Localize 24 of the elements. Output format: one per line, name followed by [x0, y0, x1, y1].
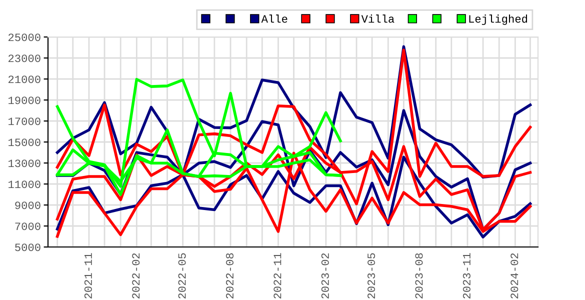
- y-tick-label: 11000: [8, 180, 40, 188]
- legend-label: Lejlighed: [469, 14, 528, 25]
- x-tick-label: 2021-11: [84, 253, 92, 298]
- x-tick-label: 2023-08: [415, 253, 423, 298]
- x-tick-label: 2022-08: [226, 253, 234, 298]
- x-tick-label: 2023-11: [462, 253, 470, 298]
- y-tick-label: 15000: [8, 138, 40, 146]
- x-tick-label: 2022-05: [178, 253, 186, 298]
- y-tick-label: 5000: [15, 244, 40, 252]
- y-tick-label: 17000: [8, 118, 40, 126]
- x-tick-label: 2022-11: [274, 253, 282, 298]
- y-tick-label: 7000: [15, 222, 40, 230]
- y-tick-label: 21000: [8, 76, 40, 84]
- y-tick-label: 9000: [15, 202, 40, 210]
- legend-label: Alle: [261, 14, 288, 23]
- legend-label: Villa: [361, 14, 394, 23]
- y-tick-label: 19000: [8, 96, 40, 104]
- y-tick-label: 13000: [8, 160, 40, 168]
- y-tick-label: 23000: [8, 54, 40, 62]
- x-tick-label: 2023-05: [368, 253, 376, 298]
- y-tick-label: 25000: [8, 34, 40, 42]
- x-tick-label: 2022-02: [132, 253, 140, 298]
- x-tick-label: 2023-02: [321, 253, 329, 298]
- x-tick-label: 2024-02: [510, 253, 518, 298]
